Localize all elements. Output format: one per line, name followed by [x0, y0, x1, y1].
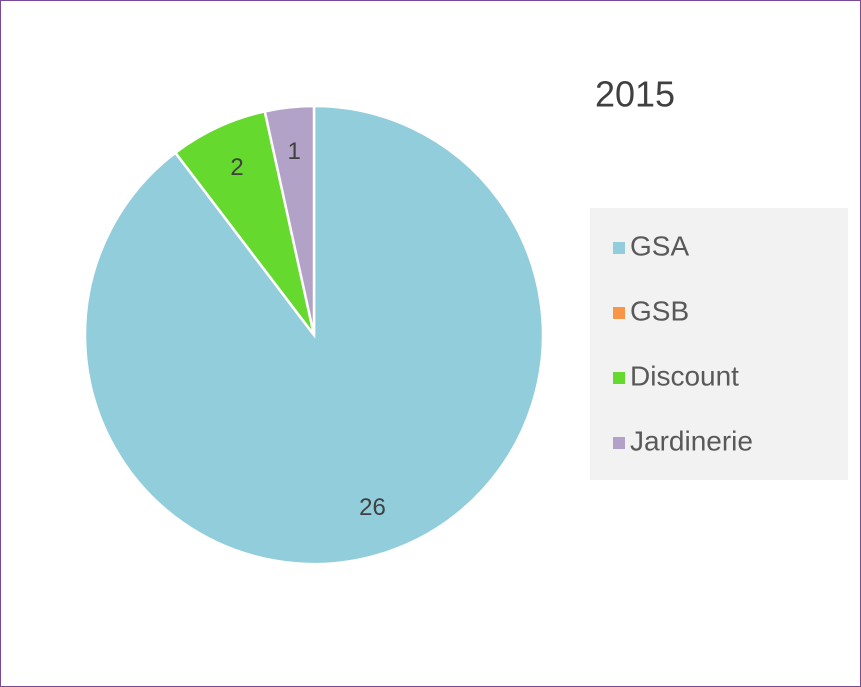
- data-label: 26: [359, 494, 386, 521]
- legend-swatch: [613, 437, 625, 449]
- legend-label: Jardinerie: [630, 425, 753, 456]
- pie-slice: [263, 104, 316, 336]
- legend-box: [590, 208, 848, 480]
- data-label: 2: [230, 154, 243, 181]
- legend-label: GSA: [630, 230, 689, 261]
- legend-swatch: [613, 242, 625, 254]
- pie-slice: [83, 104, 545, 566]
- legend-swatch: [613, 372, 625, 384]
- legend-swatch: [613, 307, 625, 319]
- data-label: 1: [288, 138, 301, 165]
- chart-title: 2015: [595, 74, 675, 115]
- legend-label: GSB: [630, 295, 689, 326]
- legend-label: Discount: [630, 360, 739, 391]
